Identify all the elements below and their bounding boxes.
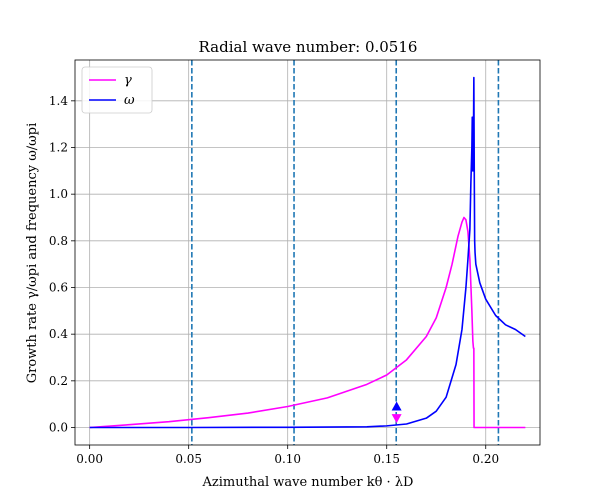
x-axis-ticks: 0.00 0.05 0.10 0.15 0.20 bbox=[76, 445, 499, 466]
y-tick-label: 0.4 bbox=[49, 327, 68, 341]
omega-marker bbox=[391, 401, 402, 411]
x-axis-label: Azimuthal wave number kθ · λD bbox=[202, 475, 414, 490]
markers bbox=[391, 401, 402, 424]
legend-label-gamma: γ bbox=[124, 73, 132, 88]
y-tick-label: 1.4 bbox=[49, 94, 68, 108]
y-tick-label: 1.2 bbox=[49, 141, 68, 155]
y-axis-label: Growth rate γ/ωpi and frequency ω/ωpi bbox=[25, 123, 40, 384]
y-tick-label: 0.6 bbox=[49, 281, 68, 295]
x-tick-label: 0.20 bbox=[472, 452, 499, 466]
plot-frame bbox=[74, 59, 541, 446]
y-tick-label: 1.0 bbox=[49, 187, 68, 201]
x-tick-label: 0.00 bbox=[76, 452, 103, 466]
y-tick-label: 0.8 bbox=[49, 234, 68, 248]
gamma-series-line bbox=[89, 216, 526, 429]
legend: γ ω bbox=[81, 66, 153, 114]
plot-background bbox=[75, 60, 540, 445]
plot-area bbox=[74, 59, 541, 446]
y-tick-label: 0.0 bbox=[49, 421, 68, 435]
y-axis-ticks: 0.0 0.2 0.4 0.6 0.8 1.0 1.2 1.4 bbox=[49, 94, 75, 435]
x-tick-label: 0.05 bbox=[175, 452, 202, 466]
grid-lines bbox=[75, 60, 540, 445]
x-tick-label: 0.15 bbox=[373, 452, 400, 466]
legend-label-omega: ω bbox=[124, 93, 135, 108]
legend-box bbox=[81, 66, 153, 114]
omega-series-line bbox=[89, 76, 526, 429]
chart-title: Radial wave number: 0.0516 bbox=[199, 38, 418, 56]
series-lines bbox=[89, 76, 526, 429]
x-tick-label: 0.10 bbox=[274, 452, 301, 466]
gamma-marker bbox=[391, 414, 402, 424]
y-tick-label: 0.2 bbox=[49, 374, 68, 388]
reference-lines bbox=[191, 60, 500, 445]
